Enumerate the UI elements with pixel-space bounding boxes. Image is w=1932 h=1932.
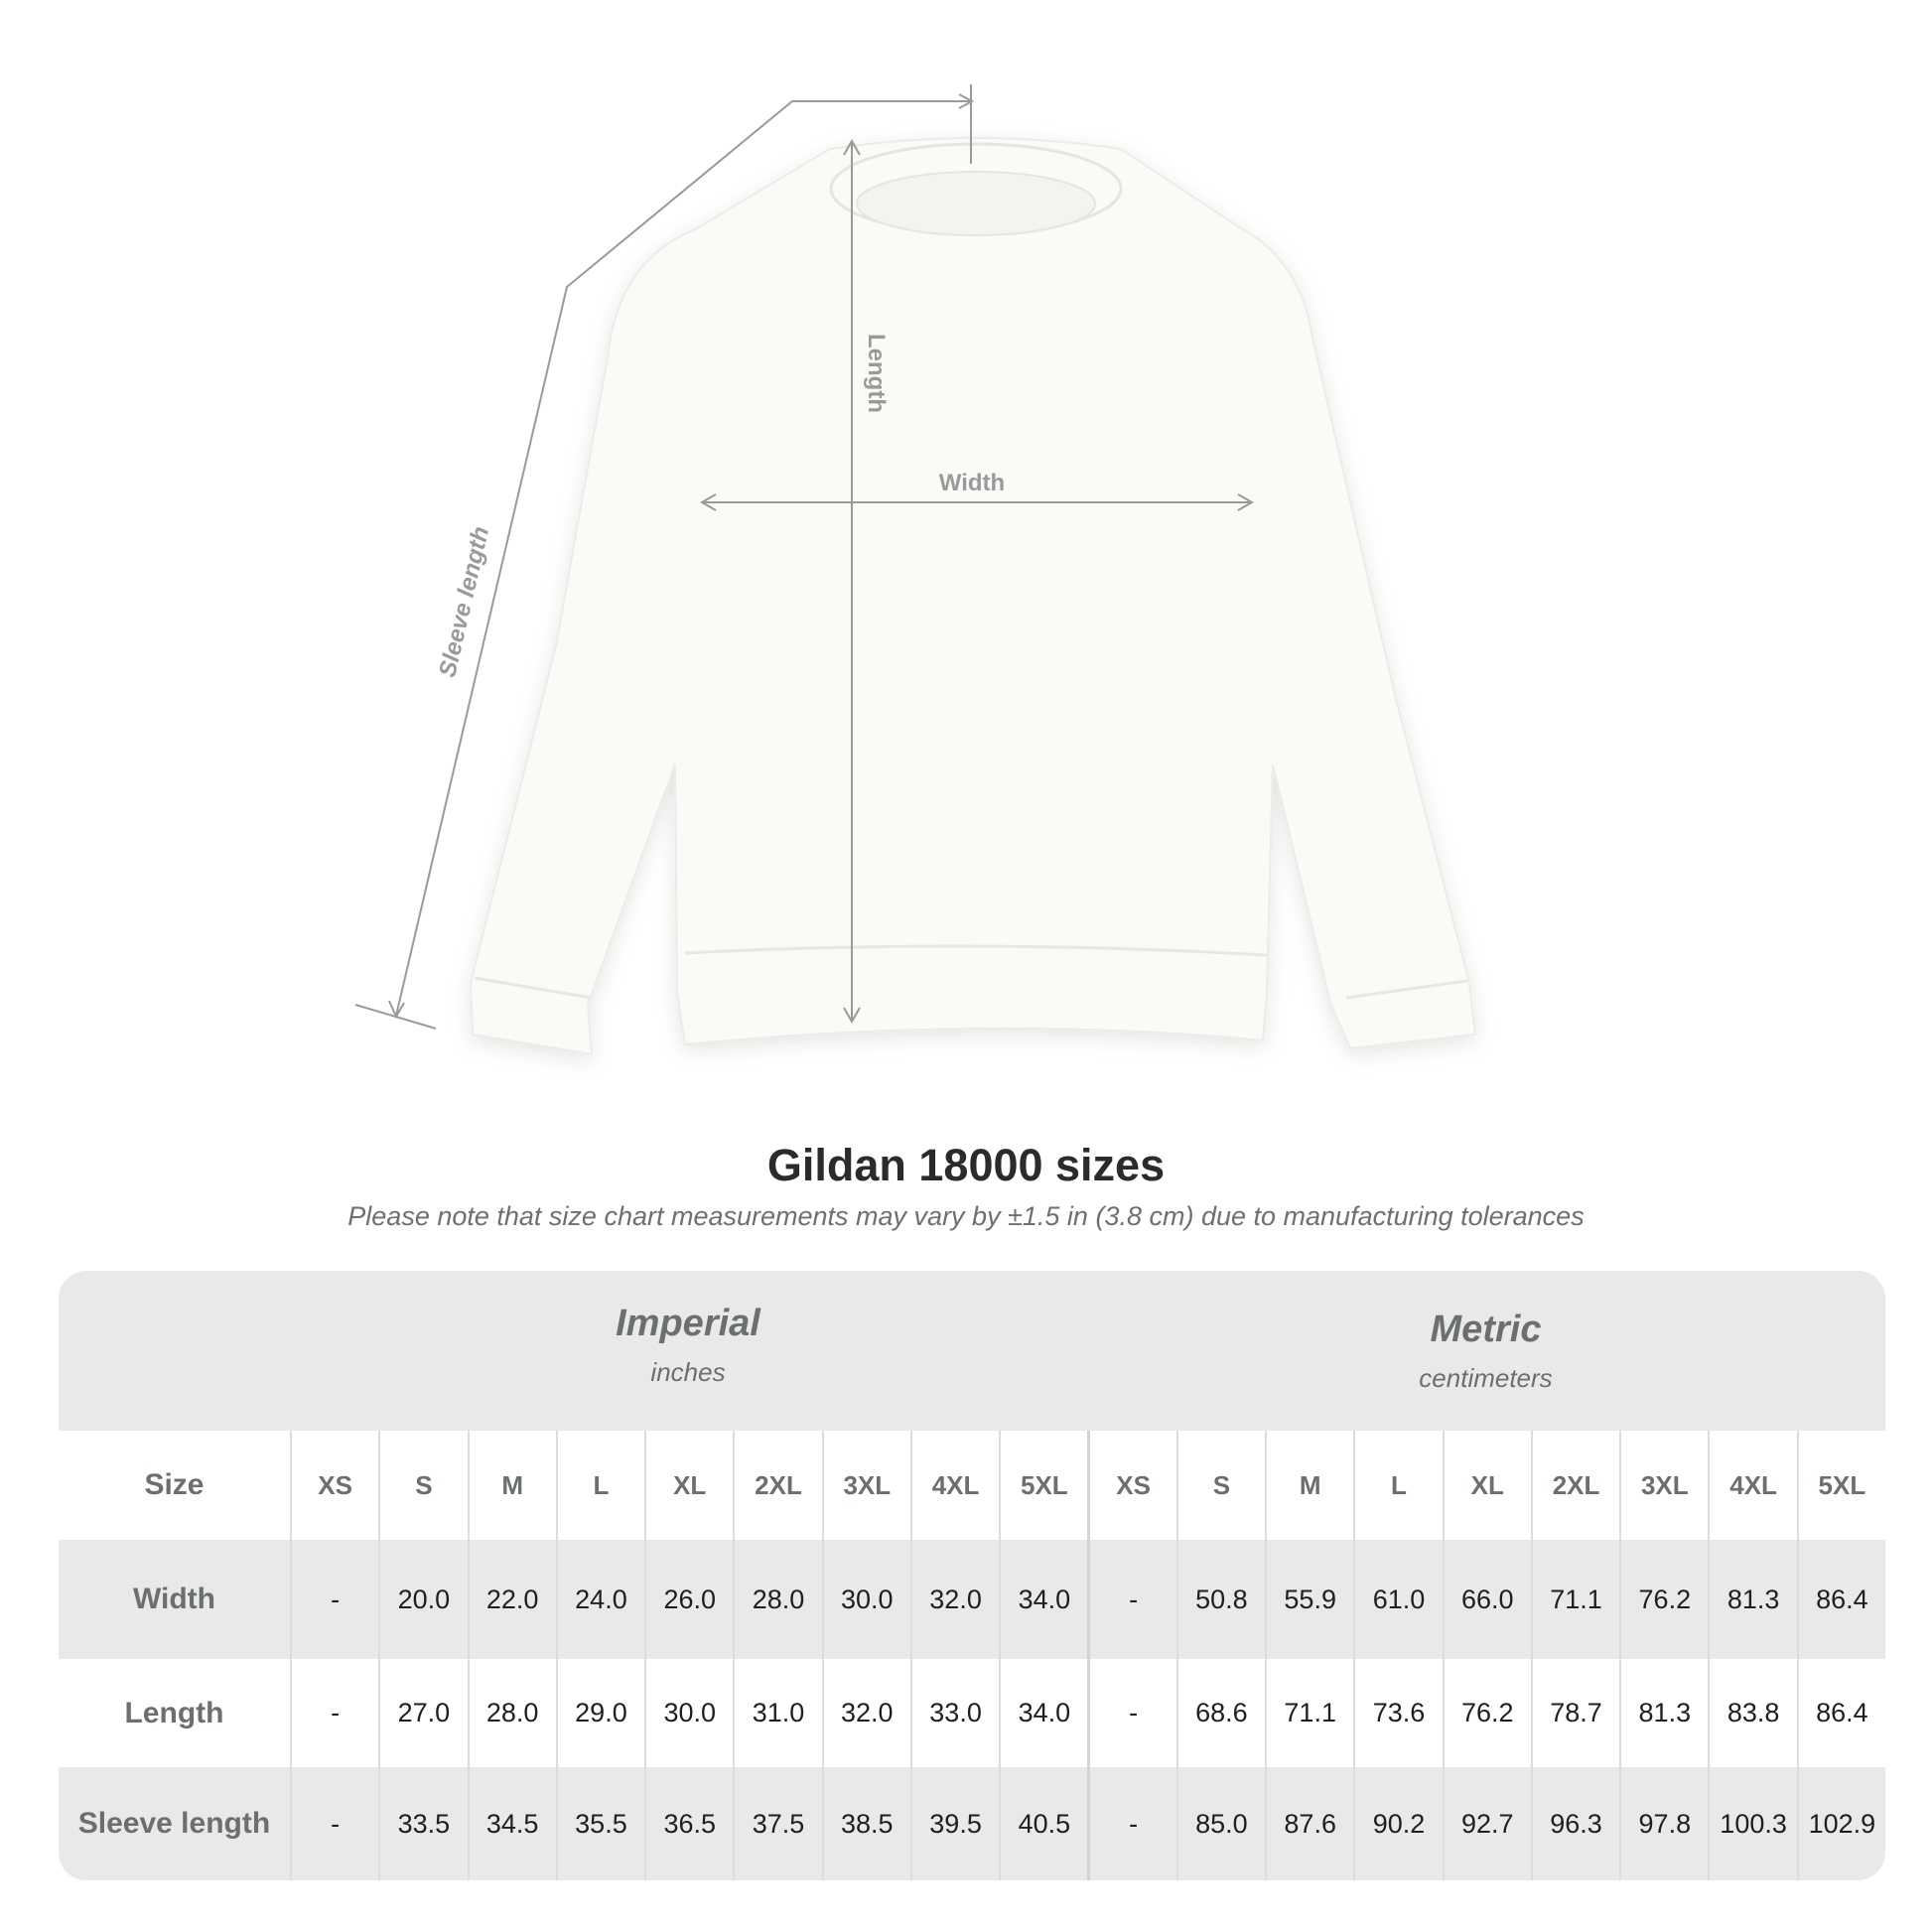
imperial-value-cell: 34.0 <box>999 1659 1087 1767</box>
sweatshirt-diagram: Width Length Sleeve length <box>354 84 1477 1056</box>
length-label: Length <box>863 334 890 413</box>
imperial-value-cell: 38.5 <box>821 1767 910 1880</box>
metric-value-cell: 66.0 <box>1442 1540 1531 1659</box>
metric-value-cell: 78.7 <box>1530 1659 1619 1767</box>
metric-value-cell: 100.3 <box>1708 1767 1796 1880</box>
page-title: Gildan 18000 sizes <box>766 1140 1166 1190</box>
metric-value-cell: 61.0 <box>1353 1540 1442 1659</box>
metric-value-cell: 76.2 <box>1442 1659 1531 1767</box>
size-header-row: Size XS S M L XL 2XL 3XL 4XL 5XL XS S M L XL 2XL 3XL 4XL 5… <box>59 1431 1885 1540</box>
imperial-value-cell: - <box>289 1767 378 1880</box>
imperial-size-m: M <box>467 1431 556 1540</box>
metric-size-4xl: 4XL <box>1708 1431 1796 1540</box>
imperial-size-s: S <box>378 1431 467 1540</box>
metric-value-cell: 86.4 <box>1796 1540 1885 1659</box>
imperial-size-3xl: 3XL <box>821 1431 910 1540</box>
metric-value-cell: 96.3 <box>1530 1767 1619 1880</box>
imperial-size-2xl: 2XL <box>733 1431 821 1540</box>
imperial-size-xs: XS <box>289 1431 378 1540</box>
metric-value-cell: 92.7 <box>1442 1767 1531 1880</box>
imperial-value-cell: 34.5 <box>467 1767 556 1880</box>
imperial-unit: inches <box>650 1357 726 1387</box>
imperial-value-cell: 36.5 <box>644 1767 733 1880</box>
metric-size-2xl: 2XL <box>1530 1431 1619 1540</box>
metric-size-s: S <box>1175 1431 1265 1540</box>
imperial-value-cell: 29.0 <box>555 1659 644 1767</box>
imperial-value-cell: 37.5 <box>733 1767 821 1880</box>
imperial-value-cell: 35.5 <box>555 1767 644 1880</box>
size-header-label: Size <box>144 1468 205 1501</box>
metric-value-cell: - <box>1087 1767 1175 1880</box>
imperial-value-cell: 20.0 <box>378 1540 467 1659</box>
table-row-width: Width -20.0 22.0 24.0 26.0 28.0 30.0 32.0 34.0-5… <box>59 1540 1885 1659</box>
metric-title: Metric <box>1430 1309 1542 1350</box>
row-label: Length <box>124 1696 224 1729</box>
metric-value-cell: 102.9 <box>1796 1767 1885 1880</box>
metric-value-cell: 71.1 <box>1530 1540 1619 1659</box>
imperial-value-cell: 30.0 <box>644 1659 733 1767</box>
metric-size-5xl: 5XL <box>1796 1431 1885 1540</box>
imperial-value-cell: 32.0 <box>909 1540 999 1659</box>
metric-header: Metric centimeters <box>1086 1309 1885 1394</box>
metric-value-cell: 87.6 <box>1265 1767 1353 1880</box>
table-row-length: Length -27.0 28.0 29.0 30.0 31.0 32.0 33.0 34.0-… <box>59 1659 1885 1767</box>
row-label: Width <box>132 1583 215 1615</box>
sleeve-length-label: Sleeve length <box>434 524 494 680</box>
imperial-value-cell: 33.0 <box>909 1659 999 1767</box>
imperial-value-cell: 26.0 <box>644 1540 733 1659</box>
metric-value-cell: 81.3 <box>1708 1540 1796 1659</box>
metric-value-cell: 90.2 <box>1353 1767 1442 1880</box>
imperial-value-cell: 28.0 <box>733 1540 821 1659</box>
metric-value-cell: - <box>1087 1540 1175 1659</box>
imperial-value-cell: 27.0 <box>378 1659 467 1767</box>
imperial-value-cell: 32.0 <box>821 1659 910 1767</box>
imperial-value-cell: 33.5 <box>378 1767 467 1880</box>
imperial-value-cell: - <box>289 1659 378 1767</box>
imperial-title: Imperial <box>616 1303 760 1344</box>
tolerance-note: Please note that size chart measurements… <box>347 1201 1585 1231</box>
metric-value-cell: 86.4 <box>1796 1659 1885 1767</box>
size-table: Imperial inches Metric centimeters Size X… <box>59 1271 1885 1880</box>
width-label: Width <box>939 470 1005 496</box>
sleeve-length-arrow <box>395 100 971 1017</box>
metric-size-xl: XL <box>1442 1431 1531 1540</box>
metric-value-cell: 73.6 <box>1353 1659 1442 1767</box>
imperial-header: Imperial inches <box>290 1303 1086 1388</box>
imperial-value-cell: - <box>289 1540 378 1659</box>
imperial-size-l: L <box>555 1431 644 1540</box>
imperial-size-5xl: 5XL <box>999 1431 1087 1540</box>
measurement-lines <box>354 84 1255 1030</box>
metric-value-cell: 85.0 <box>1175 1767 1265 1880</box>
imperial-size-4xl: 4XL <box>909 1431 999 1540</box>
imperial-value-cell: 40.5 <box>999 1767 1087 1880</box>
table-header-band: Imperial inches Metric centimeters <box>59 1271 1885 1431</box>
imperial-size-xl: XL <box>644 1431 733 1540</box>
metric-value-cell: 55.9 <box>1265 1540 1353 1659</box>
imperial-value-cell: 28.0 <box>467 1659 556 1767</box>
metric-value-cell: 97.8 <box>1619 1767 1708 1880</box>
imperial-value-cell: 34.0 <box>999 1540 1087 1659</box>
metric-size-3xl: 3XL <box>1619 1431 1708 1540</box>
imperial-value-cell: 30.0 <box>821 1540 910 1659</box>
metric-value-cell: 68.6 <box>1175 1659 1265 1767</box>
metric-value-cell: 83.8 <box>1708 1659 1796 1767</box>
imperial-value-cell: 22.0 <box>467 1540 556 1659</box>
row-label: Sleeve length <box>77 1807 271 1840</box>
metric-value-cell: 50.8 <box>1175 1540 1265 1659</box>
metric-value-cell: 76.2 <box>1619 1540 1708 1659</box>
sweatshirt-image <box>469 137 1477 1056</box>
imperial-value-cell: 24.0 <box>555 1540 644 1659</box>
metric-value-cell: 81.3 <box>1619 1659 1708 1767</box>
metric-size-xs: XS <box>1087 1431 1175 1540</box>
metric-value-cell: 71.1 <box>1265 1659 1353 1767</box>
imperial-value-cell: 31.0 <box>733 1659 821 1767</box>
metric-size-l: L <box>1353 1431 1442 1540</box>
metric-unit: centimeters <box>1419 1363 1553 1393</box>
imperial-value-cell: 39.5 <box>909 1767 999 1880</box>
metric-value-cell: - <box>1087 1659 1175 1767</box>
table-row-sleeve-length: Sleeve length -33.5 34.5 35.5 36.5 37.5 38.5 39… <box>59 1767 1885 1880</box>
metric-size-m: M <box>1265 1431 1353 1540</box>
